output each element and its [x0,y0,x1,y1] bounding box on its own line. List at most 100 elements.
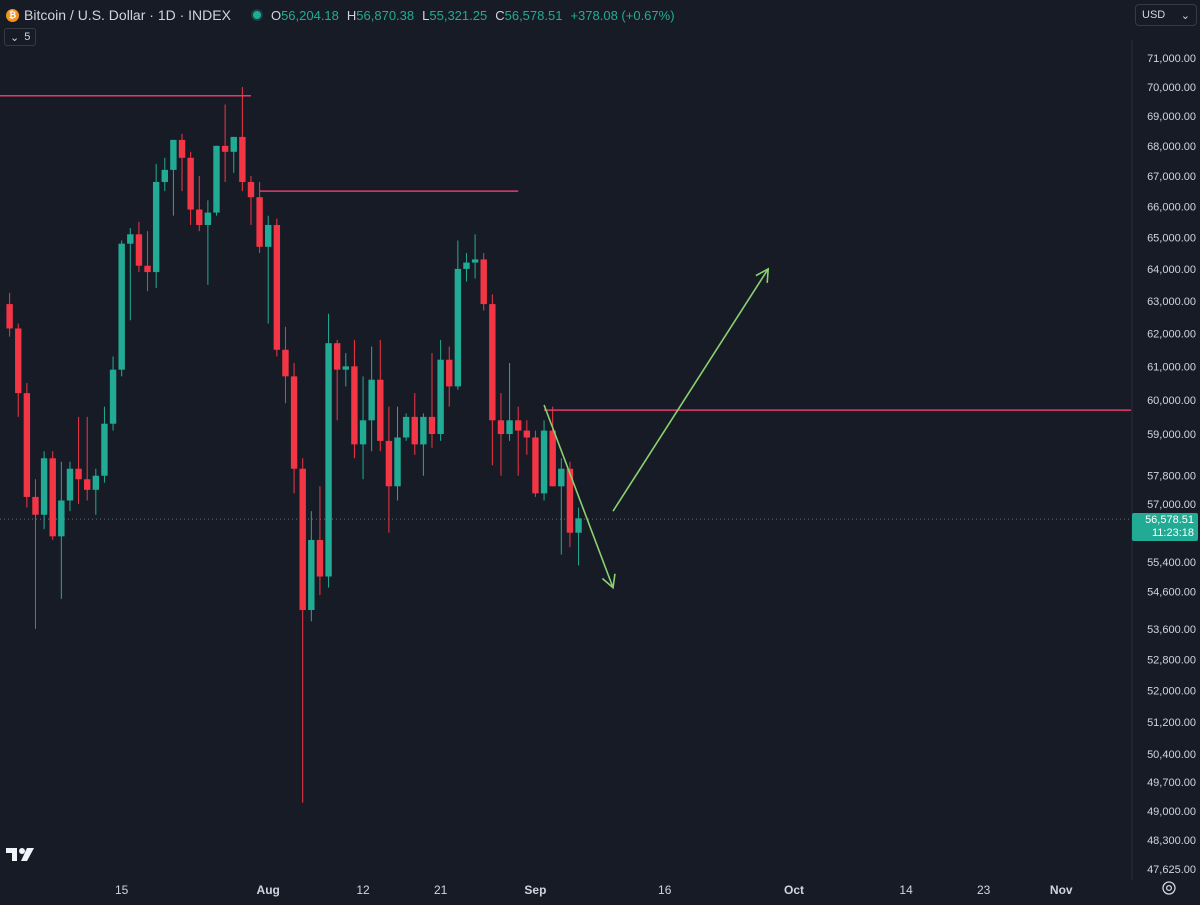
y-tick-label: 62,000.00 [1147,328,1196,340]
candle-body [437,359,444,435]
candle-body [290,376,298,469]
candle [15,323,22,417]
candle [549,406,556,487]
candle-body [428,416,436,435]
candle-body [144,265,151,273]
candle [532,430,539,497]
candle [428,353,436,448]
candle [558,458,565,555]
candle [411,393,418,455]
currency-select[interactable]: USD ⌄ [1135,4,1197,26]
y-tick-label: 63,000.00 [1147,296,1196,308]
candle-body [385,440,393,487]
candle [368,346,375,452]
candle-body [558,468,565,487]
candle [316,486,324,596]
candle [385,406,393,533]
candle-body [92,475,100,490]
ohlc-high: H56,870.38 [346,7,415,23]
candle-body [515,420,522,431]
y-tick-label: 52,800.00 [1147,654,1196,666]
candle [92,468,100,515]
candle [239,87,246,192]
candle-body [101,423,108,476]
candle [480,253,487,311]
candle-body [359,420,367,445]
candle [49,451,56,540]
current-price-value: 56,578.51 [1145,514,1194,526]
candle [66,461,74,512]
candle [230,136,237,173]
y-tick-label: 53,600.00 [1147,624,1196,636]
x-tick-label: 12 [356,883,370,897]
ohlc-change: +378.08 (+0.67%) [570,7,675,23]
candle [187,151,194,225]
settings-gear-icon[interactable] [1161,880,1177,896]
projection-arrow-head [755,267,770,283]
y-tick-label: 64,000.00 [1147,264,1196,276]
candle [273,218,281,357]
candle-body [273,224,281,350]
candle-body [213,145,220,213]
candle-body [325,343,332,577]
x-tick-label: Sep [524,883,546,897]
candle [290,363,298,494]
x-tick-label: 16 [658,883,672,897]
y-tick-label: 57,000.00 [1147,499,1196,511]
x-tick-label: 14 [899,883,913,897]
y-tick-label: 67,000.00 [1147,171,1196,183]
candle-body [377,379,384,441]
candle-body [394,437,401,487]
candle-body [58,500,65,537]
candle [178,133,186,192]
candle-body [342,366,349,370]
candle [446,346,453,407]
projection-arrow-shaft [543,404,614,588]
candle-body [135,234,143,266]
x-tick-label: 15 [115,883,129,897]
candle [282,326,289,404]
candle [333,339,341,421]
candle [420,413,427,476]
bitcoin-icon: ₿ [6,8,19,22]
candle-body [178,139,186,158]
candle-body [32,496,39,515]
candle-body [463,262,470,269]
candle [32,479,39,629]
projection-arrow [543,404,616,590]
candle [463,253,470,282]
y-tick-label: 59,000.00 [1147,429,1196,441]
candle-body [540,430,548,494]
candle-body [368,379,375,421]
candle-body [549,430,556,487]
candle-body [127,234,134,244]
candle-countdown: 11:23:18 [1151,527,1194,539]
candle-body [489,304,496,421]
candle [402,413,410,441]
candle-body [170,139,177,170]
indicators-toggle-button[interactable]: ⌄ 5 [4,28,37,46]
candle [144,231,151,292]
y-tick-label: 49,700.00 [1147,777,1196,789]
y-tick-label: 69,000.00 [1147,111,1196,123]
candle-body [299,468,306,611]
x-tick-label: Oct [784,883,804,897]
symbol-title[interactable]: Bitcoin / U.S. Dollar · 1D · INDEX [24,7,231,23]
candle-body [420,416,427,445]
candle-body [109,369,117,424]
candle-body [351,366,358,445]
y-tick-label: 70,000.00 [1147,82,1196,94]
candle [170,139,177,216]
candle [342,353,349,387]
current-price-label: 56,578.51 11:23:18 [1132,513,1198,541]
candle [575,507,582,566]
candle [135,221,143,273]
candle [265,215,272,324]
candle-body [333,343,341,370]
candle-body [316,539,324,577]
candle [299,458,306,803]
candle [256,181,263,254]
candle [84,416,91,501]
